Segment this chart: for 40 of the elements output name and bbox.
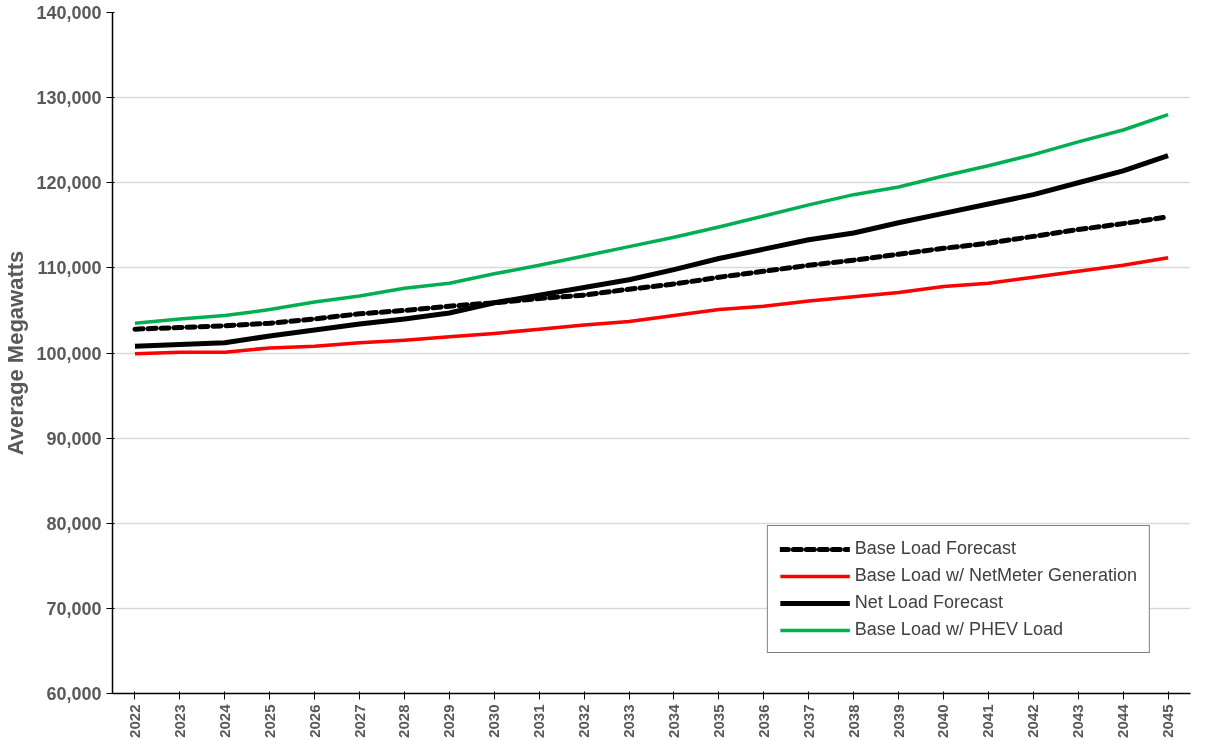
x-tick-label: 2036 — [754, 704, 772, 738]
x-tick-label: 2034 — [664, 703, 682, 738]
x-tick-label: 2022 — [125, 704, 143, 738]
legend-label: Net Load Forecast — [854, 592, 1003, 613]
legend-label: Base Load w/ PHEV Load — [854, 619, 1063, 640]
y-tick-label: 130,000 — [36, 88, 102, 109]
y-tick-label: 110,000 — [37, 258, 102, 279]
x-tick-label: 2038 — [844, 704, 862, 738]
x-tick-label: 2028 — [395, 704, 413, 738]
x-tick-label: 2031 — [530, 704, 548, 738]
line-series — [133, 255, 1170, 356]
x-tick-label: 2032 — [575, 704, 593, 738]
y-axis-title: Average Megawatts — [3, 250, 29, 456]
x-tick-label: 2027 — [350, 704, 368, 738]
x-tick-label: 2035 — [709, 704, 727, 738]
y-tick-label: 60,000 — [46, 684, 102, 704]
legend-label: Base Load w/ NetMeter Generation — [854, 565, 1137, 586]
x-tick-label: 2040 — [934, 704, 952, 738]
line-series — [133, 112, 1170, 325]
x-tick-label: 2030 — [485, 704, 503, 738]
x-tick-label: 2043 — [1069, 704, 1087, 738]
x-tick-label: 2024 — [215, 703, 233, 738]
x-tick-label: 2041 — [979, 704, 997, 738]
x-tick-label: 2023 — [170, 704, 188, 738]
y-tick-label: 70,000 — [46, 598, 102, 619]
y-tick-label: 80,000 — [46, 513, 102, 534]
x-tick-label: 2033 — [620, 704, 638, 738]
x-tick-label: 2026 — [305, 704, 323, 738]
x-tick-label: 2037 — [799, 704, 817, 738]
x-tick-label: 2045 — [1159, 704, 1177, 738]
x-tick-label: 2042 — [1024, 704, 1042, 738]
y-tick-label: 140,000 — [36, 3, 102, 23]
x-tick-label: 2039 — [889, 704, 907, 738]
x-tick-label: 2029 — [440, 704, 458, 738]
y-tick-label: 100,000 — [36, 343, 102, 364]
x-tick-label: 2025 — [260, 704, 278, 738]
y-tick-label: 120,000 — [36, 173, 102, 194]
legend-label: Base Load Forecast — [854, 538, 1016, 559]
y-tick-label: 90,000 — [46, 428, 102, 449]
x-tick-label: 2044 — [1114, 703, 1132, 738]
